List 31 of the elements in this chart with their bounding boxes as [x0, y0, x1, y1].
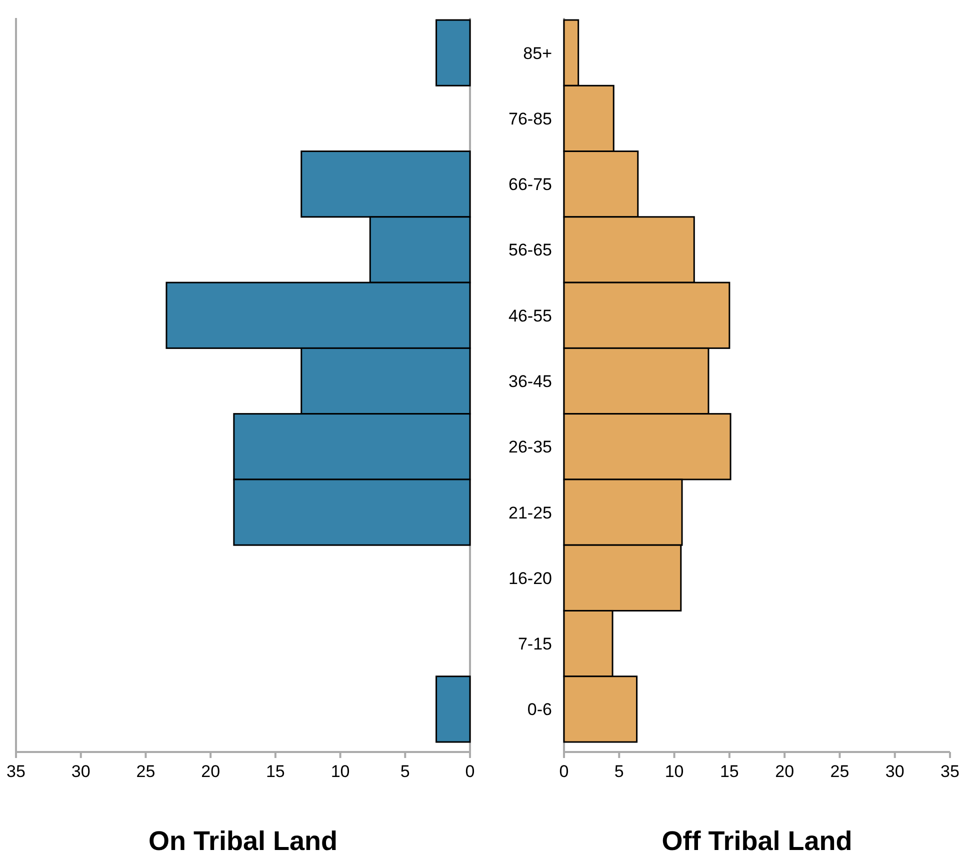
x-tick-label: 20: [775, 762, 794, 781]
x-tick-label: 15: [266, 762, 285, 781]
x-tick-label: 10: [664, 762, 684, 781]
bar: [436, 19, 471, 86]
x-tick-label: 25: [830, 762, 850, 781]
y-tick-label: 76-85: [508, 109, 552, 128]
x-tick-label: 5: [400, 762, 410, 781]
x-tick-label: 35: [940, 762, 960, 781]
y-tick-label: 56-65: [508, 240, 552, 260]
x-tick-label: 30: [885, 762, 904, 781]
x-tick-label: 0: [559, 762, 569, 781]
x-tick-label: 30: [71, 762, 90, 781]
y-tick-label: 21-25: [508, 503, 552, 522]
x-tick-label: 10: [330, 762, 350, 781]
y-tick-label: 85+: [523, 44, 552, 63]
y-tick-label: 66-75: [508, 175, 552, 194]
x-tick-label: 35: [6, 762, 26, 781]
bar: [436, 676, 471, 743]
y-tick-label: 16-20: [508, 568, 552, 588]
x-axis-title: Off Tribal Land: [662, 826, 852, 856]
y-tick-label: 7-15: [518, 634, 552, 654]
x-axis-title: On Tribal Land: [148, 826, 338, 856]
y-tick-label: 46-55: [508, 306, 552, 326]
y-tick-label: 36-45: [508, 372, 552, 391]
x-tick-label: 5: [614, 762, 624, 781]
x-tick-label: 20: [201, 762, 220, 781]
x-tick-label: 25: [136, 762, 156, 781]
x-tick-label: 0: [465, 762, 475, 781]
y-tick-label: 26-35: [508, 438, 552, 457]
y-tick-label: 0-6: [527, 700, 552, 720]
x-tick-label: 15: [720, 762, 739, 781]
